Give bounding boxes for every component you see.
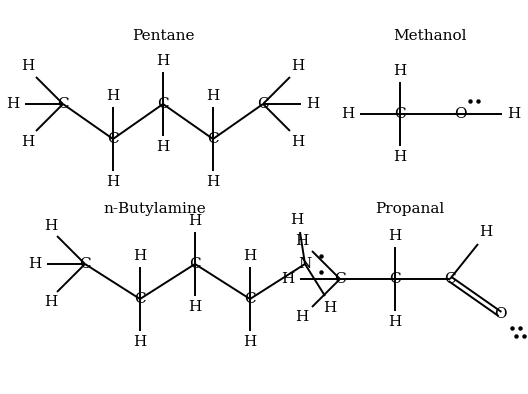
Text: H: H: [243, 335, 257, 349]
Text: H: H: [29, 257, 42, 271]
Text: C: C: [389, 272, 401, 286]
Text: O: O: [494, 307, 506, 321]
Text: H: H: [479, 225, 493, 239]
Text: H: H: [389, 315, 402, 329]
Text: C: C: [244, 292, 256, 306]
Text: H: H: [342, 107, 355, 121]
Text: H: H: [21, 135, 35, 149]
Text: H: H: [281, 272, 295, 286]
Text: H: H: [206, 89, 220, 103]
Text: Pentane: Pentane: [132, 29, 194, 43]
Text: C: C: [257, 97, 269, 111]
Text: C: C: [444, 272, 456, 286]
Text: H: H: [156, 140, 169, 154]
Text: H: H: [134, 335, 147, 349]
Text: C: C: [207, 132, 219, 146]
Text: H: H: [21, 59, 35, 73]
Text: H: H: [188, 300, 202, 314]
Text: H: H: [188, 214, 202, 228]
Text: C: C: [57, 97, 69, 111]
Text: H: H: [44, 219, 58, 233]
Text: H: H: [306, 97, 319, 111]
Text: C: C: [79, 257, 91, 271]
Text: H: H: [507, 107, 521, 121]
Text: H: H: [291, 135, 305, 149]
Text: n-Butylamine: n-Butylamine: [103, 202, 206, 216]
Text: H: H: [295, 310, 309, 324]
Text: H: H: [106, 175, 120, 189]
Text: Propanal: Propanal: [375, 202, 445, 216]
Text: H: H: [106, 89, 120, 103]
Text: H: H: [323, 301, 337, 315]
Text: H: H: [156, 54, 169, 68]
Text: H: H: [291, 59, 305, 73]
Text: H: H: [295, 234, 309, 248]
Text: O: O: [454, 107, 466, 121]
Text: H: H: [243, 249, 257, 263]
Text: C: C: [134, 292, 146, 306]
Text: C: C: [334, 272, 346, 286]
Text: H: H: [206, 175, 220, 189]
Text: C: C: [189, 257, 201, 271]
Text: N: N: [298, 257, 312, 271]
Text: H: H: [290, 213, 304, 227]
Text: H: H: [393, 150, 407, 164]
Text: H: H: [134, 249, 147, 263]
Text: C: C: [107, 132, 119, 146]
Text: H: H: [6, 97, 20, 111]
Text: H: H: [44, 295, 58, 309]
Text: H: H: [389, 229, 402, 243]
Text: C: C: [394, 107, 406, 121]
Text: H: H: [393, 64, 407, 78]
Text: Methanol: Methanol: [393, 29, 467, 43]
Text: C: C: [157, 97, 169, 111]
